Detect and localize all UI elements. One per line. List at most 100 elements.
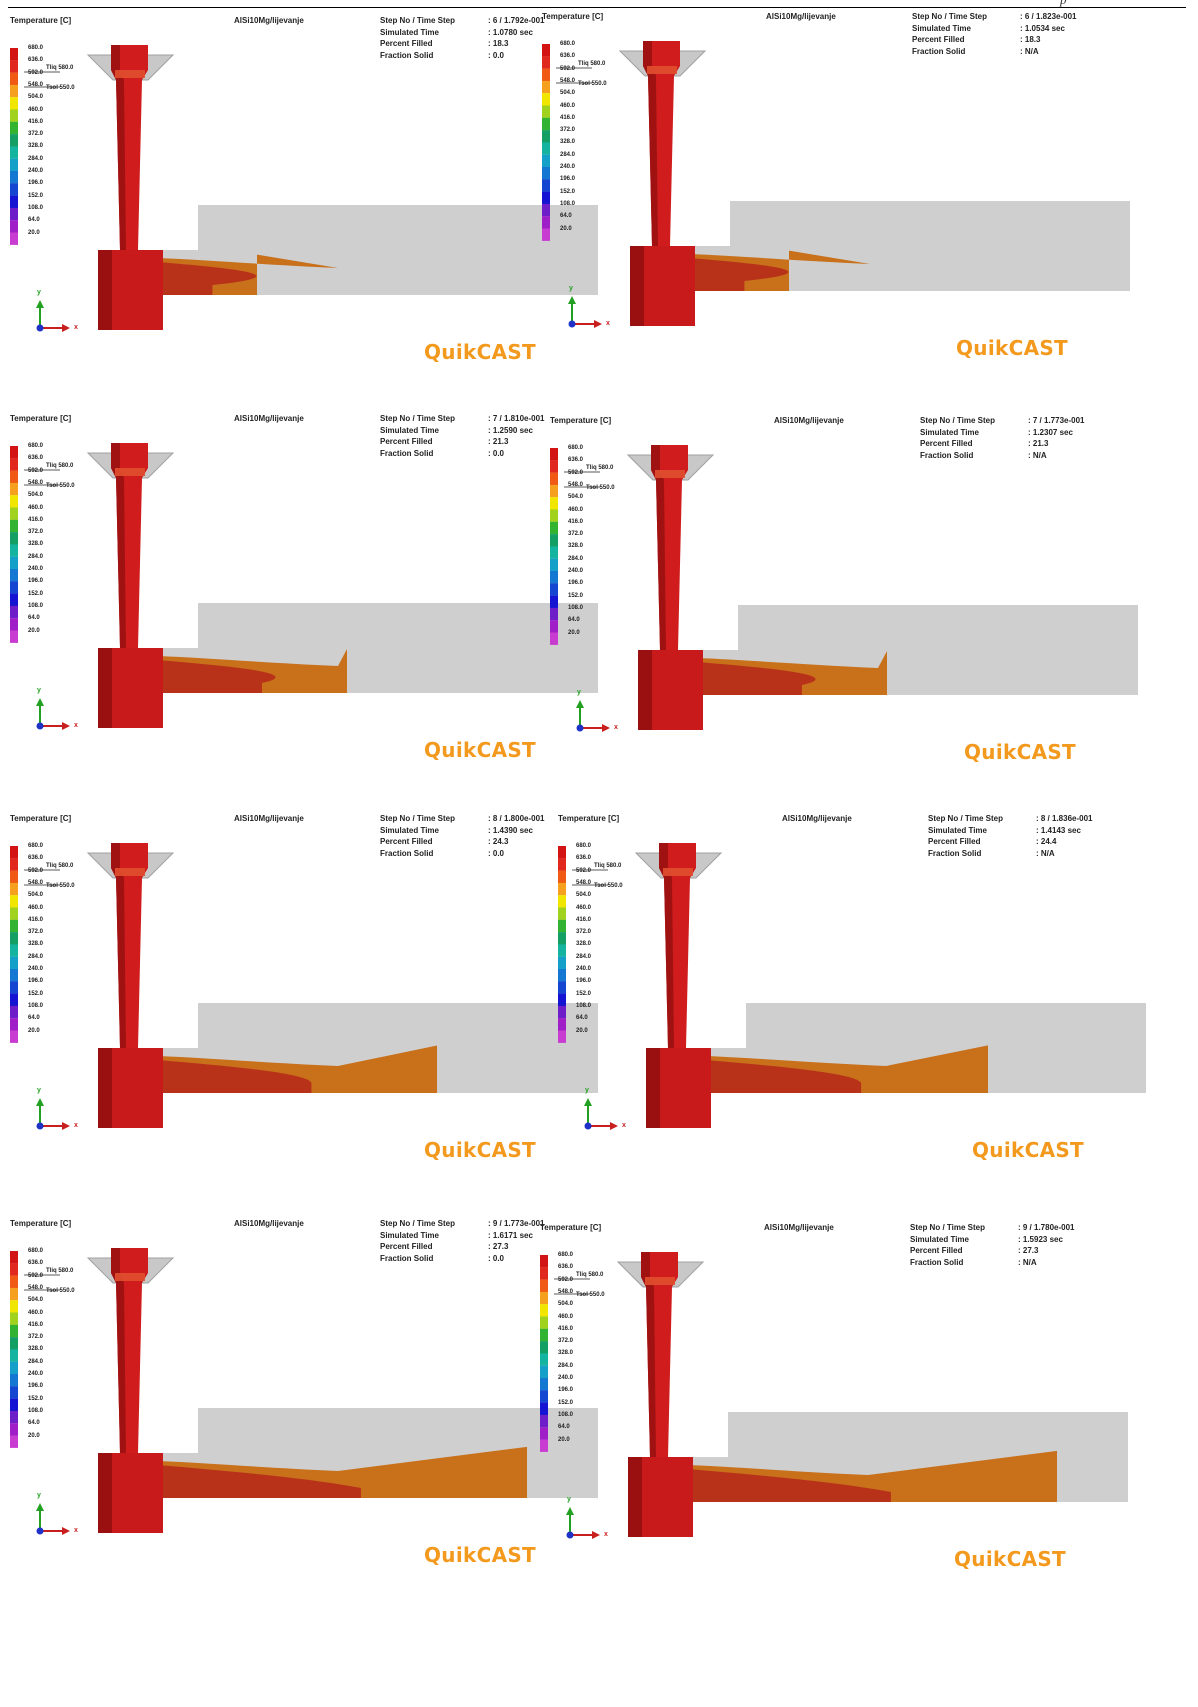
legend-color-swatch [550, 472, 558, 485]
quikcast-logo: QuikCAST [954, 1547, 1066, 1571]
material-label: AlSi10Mg/lijevanje [234, 414, 304, 423]
simulation-panel-1: Temperature [C] AlSi10Mg/lijevanje Step … [8, 10, 598, 410]
axis-triad [566, 1507, 600, 1539]
legend-tick-label: 636.0 [560, 53, 576, 60]
info-solid: : 0.0 [488, 448, 505, 458]
legend-color-swatch [10, 1349, 18, 1362]
info-key-filled: Percent Filled [910, 1246, 963, 1255]
legend-color-swatch [558, 919, 566, 933]
info-key-filled: Percent Filled [912, 35, 965, 44]
legend-colorbar [542, 44, 550, 241]
legend-tick-label: 680.0 [28, 843, 44, 849]
axis-y-label: y [569, 285, 573, 292]
info-solid: : N/A [1036, 848, 1055, 858]
legend-tick-label: 460.0 [576, 904, 592, 911]
legend-color-swatch [558, 993, 566, 1006]
info-key-time: Simulated Time [920, 427, 979, 437]
quikcast-logo: QuikCAST [424, 1543, 536, 1567]
material-label: AlSi10Mg/lijevanje [234, 814, 304, 823]
quikcast-logo: QuikCAST [956, 336, 1068, 360]
info-time: : 1.2590 sec [488, 425, 533, 435]
legend-tick-label: 328.0 [568, 543, 584, 550]
legend-tick-label: 680.0 [28, 1248, 44, 1254]
axis-y-label: y [585, 1087, 589, 1094]
info-step: : 6 / 1.792e-001 [488, 16, 545, 25]
legend-color-swatch [10, 593, 18, 606]
info-key-step: Step No / Time Step [380, 814, 455, 823]
legend-tick-label: 680.0 [558, 1252, 574, 1258]
legend-color-swatch [10, 519, 18, 533]
legend-tick-label: 20.0 [558, 1436, 570, 1443]
legend-color-swatch [10, 1398, 18, 1411]
info-key-step: Step No / Time Step [928, 814, 1003, 823]
info-filled: : 21.3 [488, 437, 509, 446]
info-key-solid: Fraction Solid [912, 46, 966, 56]
info-time: : 1.5923 sec [1018, 1234, 1063, 1244]
info-key-filled: Percent Filled [380, 39, 433, 48]
legend-color-swatch [558, 846, 566, 859]
info-step: : 7 / 1.810e-001 [488, 414, 545, 423]
legend-tick-label: 548.0 [560, 77, 576, 84]
legend-title: Temperature [C] [540, 1223, 602, 1232]
simulation-panel-3: Temperature [C] AlSi10Mg/lijevanje Step … [8, 408, 598, 808]
info-time: : 1.0534 sec [1020, 23, 1065, 33]
legend-color-swatch [10, 470, 18, 483]
legend-tick-label: 20.0 [576, 1027, 588, 1034]
info-time: : 1.0780 sec [488, 27, 533, 37]
legend-tick-label: 20.0 [28, 229, 40, 236]
casting-scene [10, 45, 598, 332]
legend-color-swatch [550, 571, 558, 584]
info-solid: : 0.0 [488, 50, 505, 60]
legend-tick-label: 108.0 [558, 1411, 574, 1418]
legend-tick-label: 592.0 [576, 867, 592, 874]
page-corner-text: p [1060, 0, 1067, 8]
info-key-step: Step No / Time Step [912, 12, 987, 21]
simulation-info: Step No / Time Step: 9 / 1.780e-001 Simu… [910, 1222, 1074, 1268]
legend-colorbar [558, 846, 566, 1043]
legend-tick-label: 416.0 [28, 1321, 44, 1328]
material-label: AlSi10Mg/lijevanje [234, 16, 304, 25]
info-filled: : 27.3 [488, 1242, 509, 1251]
legend-tick-label: 196.0 [28, 1383, 44, 1390]
simulation-info: Step No / Time Step: 7 / 1.810e-001 Simu… [380, 413, 544, 459]
legend-color-swatch [550, 546, 558, 559]
axis-triad [36, 1098, 70, 1130]
axis-y-label: y [37, 1087, 41, 1094]
quikcast-logo: QuikCAST [424, 738, 536, 762]
sprue-ring [655, 470, 685, 478]
legend-color-swatch [558, 1018, 566, 1031]
legend-tick-label: 240.0 [568, 568, 584, 574]
sprue-shade [111, 45, 126, 250]
axis-triad [36, 698, 70, 730]
legend-tick-label: 196.0 [558, 1387, 574, 1394]
legend-color-swatch [558, 858, 566, 871]
axis-triad [568, 296, 602, 328]
legend-color-swatch [10, 1275, 18, 1288]
legend-color-swatch [540, 1279, 548, 1292]
legend-tick-label: 460.0 [560, 102, 576, 109]
legend-tick-label: 548.0 [568, 481, 584, 488]
tsol-label: Tsol 550.0 [578, 81, 607, 87]
legend-color-swatch [550, 583, 558, 596]
axis-x-label: x [606, 320, 610, 327]
material-label: AlSi10Mg/lijevanje [764, 1223, 834, 1232]
legend-tick-label: 372.0 [28, 131, 44, 138]
simulation-panel-2: Temperature [C] AlSi10Mg/lijevanje Step … [540, 6, 1130, 406]
runner-base-shade [98, 1453, 112, 1533]
legend-color-swatch [540, 1341, 548, 1354]
legend-color-swatch [10, 1324, 18, 1338]
legend-color-swatch [550, 620, 558, 633]
legend-color-swatch [550, 484, 558, 498]
legend-color-swatch [10, 495, 18, 508]
legend-tick-label: 240.0 [558, 1375, 574, 1381]
simulation-panel-8: Temperature [C] AlSi10Mg/lijevanje Step … [538, 1217, 1128, 1617]
legend-tick-label: 240.0 [28, 1371, 44, 1377]
legend-color-swatch [550, 497, 558, 510]
legend-tick-label: 152.0 [28, 590, 44, 597]
tliq-label: Tliq 580.0 [46, 65, 74, 71]
sprue-shade [659, 843, 674, 1048]
legend-color-swatch [542, 56, 550, 69]
legend-color-swatch [558, 907, 566, 920]
legend-tick-label: 108.0 [28, 1002, 44, 1009]
legend-colorbar [10, 1251, 18, 1448]
